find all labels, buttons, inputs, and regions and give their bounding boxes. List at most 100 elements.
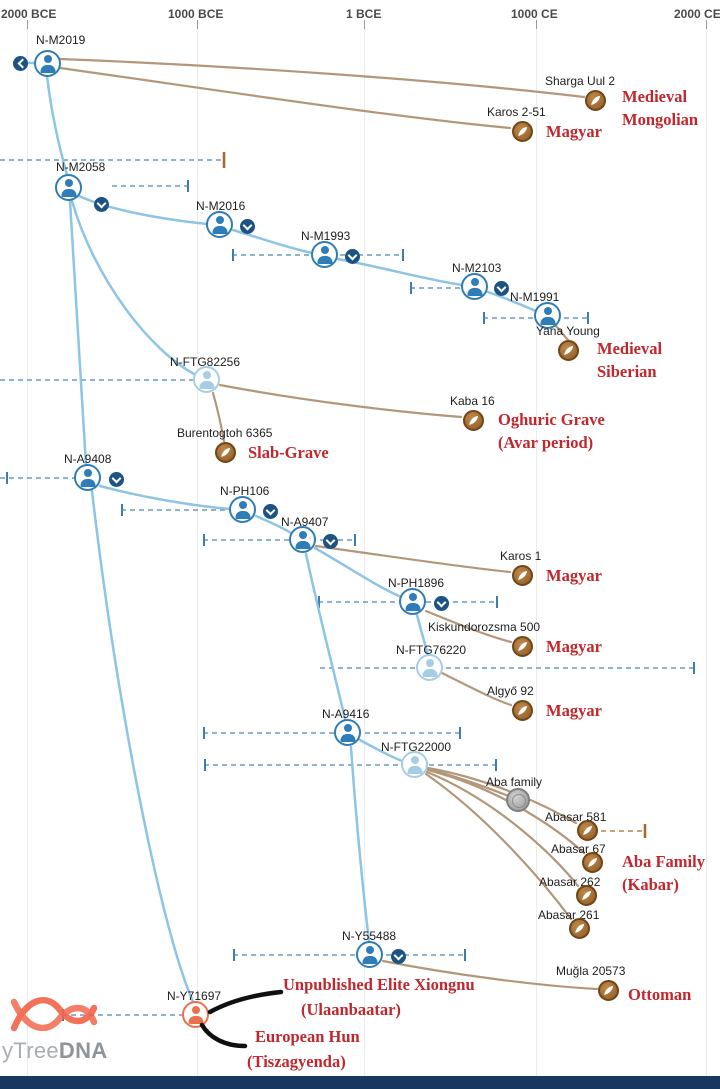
axis-label-1000bce: 1000 BCE xyxy=(168,7,224,21)
sample-label: Abasar 581 xyxy=(545,810,607,824)
gridline xyxy=(706,26,707,1076)
ancient-sample-icon-yana-young[interactable] xyxy=(558,340,579,361)
tree-node-N-M1993[interactable] xyxy=(311,241,338,268)
collapse-toggle-N-M2058[interactable] xyxy=(94,197,109,212)
annotation-oghuric-grave: Oghuric Grave (Avar period) xyxy=(498,409,605,455)
node-label: N-FTG82256 xyxy=(170,355,241,369)
annotation-line: Siberian xyxy=(597,361,657,381)
collapse-toggle-N-Y55488[interactable] xyxy=(391,949,406,964)
annotation-ottoman: Ottoman xyxy=(628,984,691,1007)
node-label: N-A9407 xyxy=(281,515,329,529)
node-label: N-M2019 xyxy=(36,33,86,47)
annotation-line: Magyar xyxy=(546,701,602,720)
annotation-medieval-siberian: Medieval Siberian xyxy=(597,338,662,384)
tree-node-N-FTG82256[interactable] xyxy=(193,366,220,393)
axis-label-2000ce: 2000 CE xyxy=(674,7,720,21)
axis-label-2000bce: 2000 BCE xyxy=(1,7,57,21)
annotation-slab-grave: Slab-Grave xyxy=(248,442,329,465)
node-label: N-A9408 xyxy=(64,452,112,466)
tree-node-N-A9407[interactable] xyxy=(289,526,316,553)
node-label: N-M2058 xyxy=(56,160,106,174)
tree-node-N-M2103[interactable] xyxy=(461,273,488,300)
node-label: N-Y55488 xyxy=(342,929,397,943)
ancient-sample-icon-mugla-20573[interactable] xyxy=(598,980,619,1001)
collapse-toggle-N-M1993[interactable] xyxy=(345,249,360,264)
sample-label: Kaba 16 xyxy=(450,394,495,408)
ancient-sample-icon-sharga-uul-2[interactable] xyxy=(585,90,606,111)
annotation-magyar-kiskundorozsma: Magyar xyxy=(546,636,602,659)
node-label: N-M1991 xyxy=(510,290,560,304)
axis-tick xyxy=(706,20,707,29)
ancient-sample-icon-karos-2-51[interactable] xyxy=(512,121,533,142)
tree-node-N-M2016[interactable] xyxy=(206,211,233,238)
node-label: N-M2016 xyxy=(196,199,246,213)
axis-tick xyxy=(197,20,198,29)
annotation-line: Magyar xyxy=(546,122,602,141)
annotation-line: (Avar period) xyxy=(498,432,594,452)
ancient-sample-icon-burentogtoh-6365[interactable] xyxy=(215,442,236,463)
tree-node-N-M1991[interactable] xyxy=(534,302,561,329)
annotation-magyar-karos-2-51: Magyar xyxy=(546,121,602,144)
sample-label: Karos 1 xyxy=(500,549,542,563)
ancient-sample-icon-abasar-262[interactable] xyxy=(576,885,597,906)
tree-node-N-M2058[interactable] xyxy=(55,174,82,201)
tree-node-N-A9416[interactable] xyxy=(334,719,361,746)
node-label: N-A9416 xyxy=(322,707,370,721)
sample-label: Sharga Uul 2 xyxy=(545,74,616,88)
annotation-line: Magyar xyxy=(546,566,602,585)
tree-node-N-Y55488[interactable] xyxy=(356,941,383,968)
collapse-toggle-N-A9408[interactable] xyxy=(109,472,124,487)
ci-interval-lines xyxy=(0,152,695,1021)
tree-node-N-PH1896[interactable] xyxy=(399,588,426,615)
tree-node-N-A9408[interactable] xyxy=(74,464,101,491)
tree-node-N-PH106[interactable] xyxy=(229,496,256,523)
collapse-toggle-N-M2103[interactable] xyxy=(494,281,509,296)
sample-label: Algyő 92 xyxy=(487,684,534,698)
annotation-hun-line1: European Hun xyxy=(255,1027,360,1046)
node-label: N-PH106 xyxy=(220,484,270,498)
collapse-toggle-N-PH1896[interactable] xyxy=(434,596,449,611)
ancient-sample-icon-abasar-67[interactable] xyxy=(582,852,603,873)
collapse-toggle-N-PH106[interactable] xyxy=(263,504,278,519)
annotation-magyar-algyo: Magyar xyxy=(546,700,602,723)
annotation-line: Magyar xyxy=(546,637,602,656)
sample-label: Burentogtoh 6365 xyxy=(177,426,273,440)
ancient-sample-icon-kaba-16[interactable] xyxy=(463,410,484,431)
ftdna-logo-text: yTreeDNA xyxy=(2,1038,108,1064)
gridline xyxy=(364,26,365,1076)
annotation-line: Ottoman xyxy=(628,985,692,1004)
annotation-aba-family-kabar: Aba Family (Kabar) xyxy=(622,851,705,897)
annotation-line: Medieval xyxy=(622,87,688,106)
logo-text-light: yTree xyxy=(2,1038,59,1063)
axis-tick xyxy=(27,20,28,29)
ancient-sample-icon-kiskundorozsma-500[interactable] xyxy=(512,636,533,657)
tree-node-N-M2019[interactable] xyxy=(34,50,61,77)
annotation-hun-line2: (Tiszagyenda) xyxy=(247,1052,346,1071)
ancient-sample-icon-karos-1[interactable] xyxy=(512,565,533,586)
bottom-bar xyxy=(0,1076,720,1089)
ancient-sample-icon-algyo-92[interactable] xyxy=(512,700,533,721)
sample-label: Kiskundorozsma 500 xyxy=(428,620,541,634)
ancient-sample-icon-abasar-261[interactable] xyxy=(569,918,590,939)
axis-label-1000ce: 1000 CE xyxy=(511,7,558,21)
gridline xyxy=(536,26,537,1076)
sample-label: Yana Young xyxy=(536,324,600,338)
annotation-magyar-karos-1: Magyar xyxy=(546,565,602,588)
expand-upstream-button[interactable] xyxy=(13,56,28,71)
axis-tick xyxy=(364,20,365,29)
axis-label-1bce: 1 BCE xyxy=(346,7,382,21)
tree-node-N-FTG22000[interactable] xyxy=(401,751,428,778)
aba-family-coin-icon[interactable] xyxy=(506,788,530,812)
tree-node-N-FTG76220[interactable] xyxy=(416,654,443,681)
collapse-toggle-N-M2016[interactable] xyxy=(240,219,255,234)
node-label: N-FTG22000 xyxy=(381,740,452,754)
annotation-xiongnu-line2: (Ulaanbaatar) xyxy=(301,1000,401,1019)
sample-label: Abasar 261 xyxy=(538,908,600,922)
tree-node-N-Y71697[interactable] xyxy=(182,1001,209,1028)
annotation-line: Slab-Grave xyxy=(248,443,329,462)
ancient-sample-icon-abasar-581[interactable] xyxy=(577,820,598,841)
collapse-toggle-N-A9407[interactable] xyxy=(323,534,338,549)
annotation-line: Mongolian xyxy=(622,109,699,129)
ftdna-logo-helix-icon xyxy=(10,997,98,1032)
